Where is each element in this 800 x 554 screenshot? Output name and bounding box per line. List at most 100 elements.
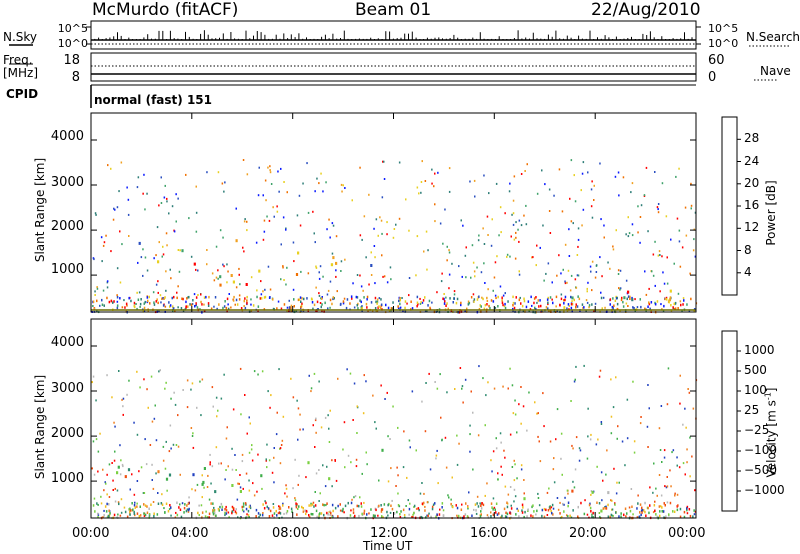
scatter-cell <box>684 473 686 476</box>
near-range-cell <box>551 511 553 515</box>
scatter-cell <box>326 293 329 296</box>
near-range-cell <box>476 502 478 505</box>
scatter-cell <box>647 230 649 233</box>
scatter-cell <box>243 305 245 307</box>
scatter-cell <box>262 194 264 197</box>
near-range-cell <box>663 502 665 505</box>
near-range-cell <box>547 301 549 304</box>
scatter-cell <box>151 420 154 423</box>
scatter-cell <box>694 255 697 258</box>
scatter-cell <box>242 246 244 249</box>
near-range-cell <box>573 298 575 302</box>
near-range-cell <box>378 305 380 308</box>
scatter-cell <box>412 516 414 518</box>
scatter-cell <box>420 191 422 194</box>
near-range-cell <box>143 302 145 305</box>
scatter-cell <box>461 387 463 390</box>
near-range-cell <box>361 512 363 516</box>
scatter-cell <box>428 512 430 515</box>
scatter-cell <box>404 516 406 519</box>
scatter-cell <box>573 380 576 383</box>
scatter-cell <box>329 306 331 309</box>
scatter-cell <box>684 206 687 209</box>
near-range-cell <box>108 503 110 506</box>
near-range-cell <box>333 297 335 300</box>
scatter-cell <box>425 382 427 384</box>
near-range-cell <box>450 502 452 506</box>
near-range-cell <box>108 509 110 512</box>
near-range-cell <box>219 505 221 509</box>
scatter-cell <box>368 193 370 196</box>
near-range-cell <box>563 299 565 302</box>
scatter-cell <box>487 234 489 236</box>
scatter-cell <box>444 436 447 439</box>
scatter-cell <box>116 267 119 270</box>
near-range-cell <box>213 511 216 515</box>
echo-cell <box>297 251 300 255</box>
scatter-cell <box>636 306 639 309</box>
scatter-cell <box>269 171 272 174</box>
near-range-cell <box>208 295 210 299</box>
near-range-cell <box>137 298 140 301</box>
scatter-cell <box>691 455 693 458</box>
scatter-cell <box>166 200 168 203</box>
scatter-cell <box>114 500 117 503</box>
echo-cell <box>332 256 335 260</box>
scatter-cell <box>350 461 352 464</box>
scatter-cell <box>659 254 661 256</box>
near-range-cell <box>470 296 473 299</box>
scatter-cell <box>290 377 292 380</box>
near-range-cell <box>352 508 355 511</box>
xtick: 20:00 <box>569 526 607 541</box>
near-range-cell <box>216 307 218 311</box>
near-range-cell <box>101 303 104 306</box>
near-range-cell <box>570 295 572 299</box>
scatter-cell <box>356 432 358 434</box>
scatter-cell <box>656 494 658 497</box>
near-range-cell <box>456 506 459 510</box>
near-range-cell <box>399 298 401 302</box>
near-range-cell <box>622 305 625 308</box>
scatter-cell <box>164 467 167 470</box>
near-range-cell <box>644 501 646 505</box>
scatter-cell <box>587 281 589 284</box>
scatter-cell <box>523 479 525 481</box>
near-range-cell <box>478 295 480 298</box>
near-range-cell <box>116 304 119 307</box>
scatter-cell <box>239 367 242 370</box>
scatter-cell <box>399 306 402 309</box>
near-range-cell <box>308 504 310 507</box>
nsky-panel <box>9 20 789 50</box>
scatter-cell <box>588 306 590 309</box>
scatter-cell <box>177 285 179 288</box>
near-range-cell <box>578 297 581 301</box>
near-range-cell <box>460 508 463 511</box>
scatter-cell <box>319 302 322 304</box>
near-range-cell <box>530 514 532 517</box>
near-range-cell <box>531 505 533 509</box>
near-range-cell <box>301 302 303 305</box>
scatter-cell <box>314 190 316 193</box>
near-range-cell <box>201 511 204 514</box>
scatter-cell <box>283 279 285 281</box>
scatter-cell <box>458 265 460 268</box>
scatter-cell <box>610 378 612 381</box>
near-range-cell <box>314 504 317 507</box>
scatter-cell <box>552 468 555 471</box>
scatter-cell <box>179 473 181 476</box>
scatter-cell <box>678 240 681 243</box>
scatter-cell <box>502 385 504 388</box>
near-range-cell <box>248 516 250 519</box>
scatter-cell <box>610 432 613 435</box>
scatter-cell <box>228 516 230 519</box>
scatter-cell <box>276 411 278 414</box>
near-range-cell <box>356 504 358 508</box>
scatter-cell <box>315 265 317 268</box>
near-range-cell <box>133 510 135 514</box>
scatter-cell <box>266 466 268 469</box>
scatter-cell <box>136 291 138 294</box>
echo-cell <box>571 489 574 493</box>
scatter-cell <box>103 509 105 512</box>
scatter-cell <box>201 496 203 499</box>
scatter-cell <box>625 233 627 236</box>
